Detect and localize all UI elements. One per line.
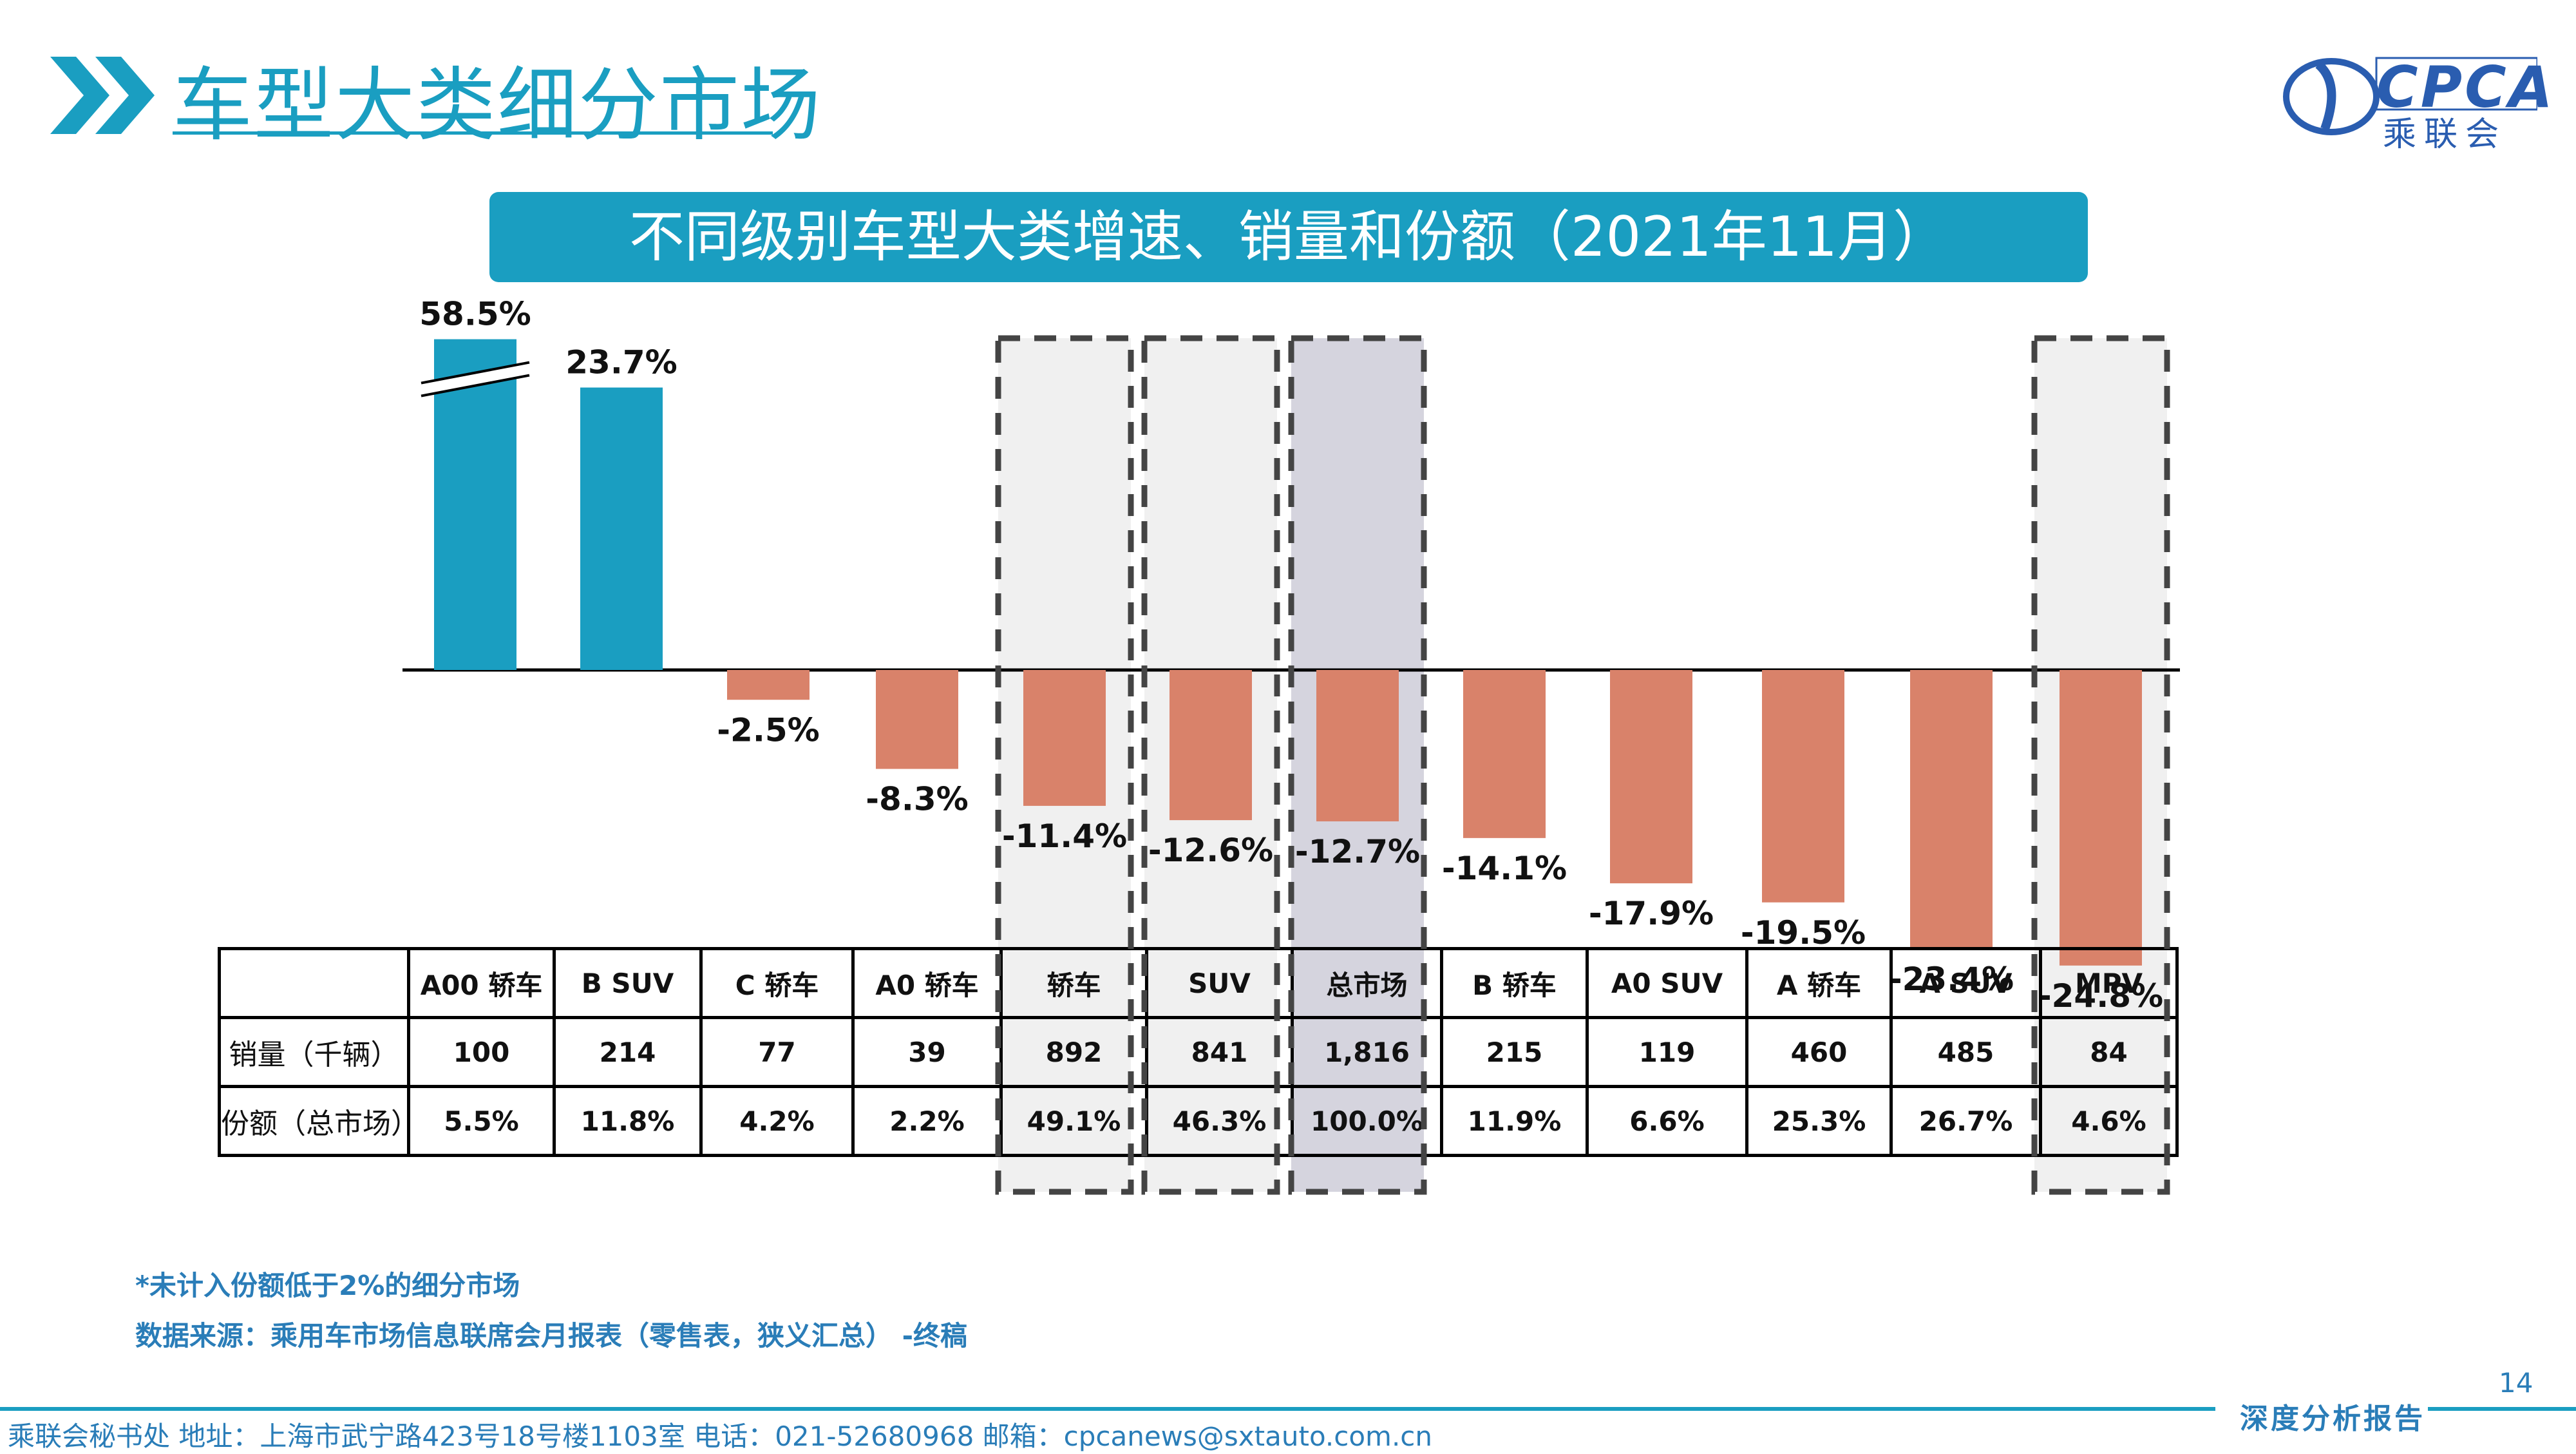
table-corner-cell <box>218 947 410 1019</box>
report-tag: 深度分析报告 <box>2240 1402 2425 1435</box>
bar <box>1910 670 1993 949</box>
value-label: -2.5% <box>717 711 819 749</box>
column-header: C 轿车 <box>699 947 855 1019</box>
column-header: MPV <box>2039 947 2179 1019</box>
footnote: *未计入份额低于2%的细分市场 <box>135 1270 520 1301</box>
table-cell: 11.8% <box>553 1085 703 1157</box>
row-label-sales: 销量（千辆） <box>218 1016 410 1088</box>
table-cell: 215 <box>1440 1016 1589 1088</box>
column-header: 总市场 <box>1291 947 1443 1019</box>
table-cell: 25.3% <box>1745 1085 1893 1157</box>
column-header: B SUV <box>553 947 703 1019</box>
table-cell: 119 <box>1586 1016 1748 1088</box>
footer-divider-right <box>2428 1407 2576 1411</box>
table-cell: 84 <box>2039 1016 2179 1088</box>
contact-info: 乘联会秘书处 地址：上海市武宁路423号18号楼1103室 电话：021-526… <box>8 1421 1433 1452</box>
page-title: 车型大类细分市场 <box>173 59 822 152</box>
table-row-share: 份额（总市场） 5.5% 11.8% 4.2% 2.2% 49.1% 46.3%… <box>218 1085 2179 1157</box>
table-cell: 6.6% <box>1586 1085 1748 1157</box>
table-header-row: A00 轿车 B SUV C 轿车 A0 轿车 轿车 SUV 总市场 B 轿车 … <box>218 947 2179 1019</box>
table-cell: 1,816 <box>1291 1016 1443 1088</box>
column-header: A SUV <box>1889 947 2042 1019</box>
column-header: A0 SUV <box>1586 947 1748 1019</box>
axis-break <box>421 361 530 397</box>
chevron-icon <box>50 57 155 134</box>
table-cell: 460 <box>1745 1016 1893 1088</box>
chart-title-banner: 不同级别车型大类增速、销量和份额（2021年11月） <box>489 192 2088 282</box>
value-label: -8.3% <box>866 781 968 818</box>
axis-break-gap <box>421 362 529 396</box>
axis-break-line <box>421 374 530 397</box>
column-header: B 轿车 <box>1440 947 1589 1019</box>
data-table: A00 轿车 B SUV C 轿车 A0 轿车 轿车 SUV 总市场 B 轿车 … <box>218 947 2179 1157</box>
table-cell: 100 <box>407 1016 556 1088</box>
table-cell: 100.0% <box>1291 1085 1443 1157</box>
bar <box>2060 670 2142 966</box>
bar <box>1463 670 1546 838</box>
column-header: SUV <box>1145 947 1294 1019</box>
table-cell: 77 <box>699 1016 855 1088</box>
bar <box>1762 670 1844 903</box>
value-label: -17.9% <box>1589 895 1714 932</box>
table-cell: 39 <box>851 1016 1003 1088</box>
table-cell: 26.7% <box>1889 1085 2042 1157</box>
bar <box>727 670 810 700</box>
footer-divider <box>0 1407 2215 1411</box>
logo-text: CPCA <box>2376 54 2555 120</box>
value-label: -14.1% <box>1442 850 1567 887</box>
bar <box>876 670 958 769</box>
table-cell: 4.2% <box>699 1085 855 1157</box>
bars <box>434 339 2142 966</box>
page-number: 14 <box>2499 1367 2533 1399</box>
bar <box>1023 670 1106 806</box>
table-cell: 841 <box>1145 1016 1294 1088</box>
value-label: -11.4% <box>1002 818 1127 855</box>
bar <box>580 387 663 670</box>
value-label: -19.5% <box>1741 914 1866 952</box>
cpca-logo-icon <box>2283 57 2537 135</box>
table-cell: 5.5% <box>407 1085 556 1157</box>
value-label: 23.7% <box>565 344 677 381</box>
table-cell: 892 <box>999 1016 1148 1088</box>
table-cell: 49.1% <box>999 1085 1148 1157</box>
table-cell: 4.6% <box>2039 1085 2179 1157</box>
table-cell: 46.3% <box>1145 1085 1294 1157</box>
table-cell: 214 <box>553 1016 703 1088</box>
value-label: -12.7% <box>1295 833 1420 870</box>
bar <box>434 339 516 670</box>
column-header: A0 轿车 <box>851 947 1003 1019</box>
column-header: A00 轿车 <box>407 947 556 1019</box>
logo-subtitle: 乘联会 <box>2383 115 2507 154</box>
table-row-sales: 销量（千辆） 100 214 77 39 892 841 1,816 215 1… <box>218 1016 2179 1088</box>
value-label: 58.5% <box>419 296 531 333</box>
bar <box>1170 670 1252 821</box>
row-label-share: 份额（总市场） <box>218 1085 419 1157</box>
axis-break-line <box>421 361 530 385</box>
table-cell: 485 <box>1889 1016 2042 1088</box>
bar <box>1316 670 1399 821</box>
data-source: 数据来源：乘用车市场信息联席会月报表（零售表，狭义汇总） -终稿 <box>135 1320 968 1352</box>
title-underline <box>173 131 773 135</box>
column-header: 轿车 <box>999 947 1148 1019</box>
column-header: A 轿车 <box>1745 947 1893 1019</box>
bar <box>1610 670 1692 884</box>
table-cell: 2.2% <box>851 1085 1003 1157</box>
table-cell: 11.9% <box>1440 1085 1589 1157</box>
value-label: -12.6% <box>1148 832 1273 869</box>
